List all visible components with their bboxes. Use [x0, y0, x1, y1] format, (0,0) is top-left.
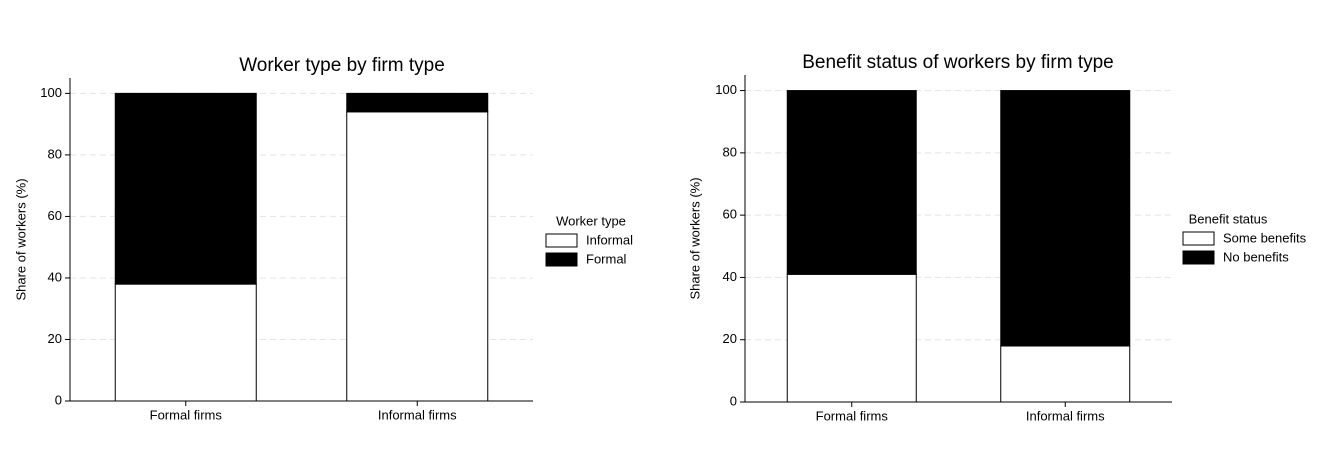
y-tick-label: 100 — [40, 85, 62, 100]
y-tick-label: 80 — [723, 144, 737, 159]
legend-label: No benefits — [1223, 249, 1289, 264]
chart-title: Worker type by firm type — [239, 55, 445, 76]
bar-segment — [1000, 345, 1131, 403]
bar-segment — [114, 283, 257, 402]
y-tick-label: 40 — [48, 269, 62, 284]
legend-label: Informal — [586, 232, 633, 247]
bar-segment — [346, 92, 489, 113]
y-tick-label: 60 — [48, 208, 62, 223]
y-tick-label: 60 — [723, 207, 737, 222]
bar-segment — [114, 92, 257, 285]
legend-swatch — [1182, 231, 1215, 246]
legend-title: Benefit status — [1189, 211, 1268, 226]
bar-segment — [1000, 90, 1131, 347]
y-tick-label: 20 — [48, 331, 62, 346]
x-tick-label: Formal firms — [816, 408, 889, 423]
x-tick-label: Informal firms — [378, 407, 457, 422]
y-axis-label: Share of workers (%) — [687, 177, 702, 299]
legend-label: Some benefits — [1223, 230, 1307, 245]
legend-title: Worker type — [556, 213, 626, 228]
y-tick-label: 20 — [723, 331, 737, 346]
bar-segment — [346, 111, 489, 402]
legend-swatch — [545, 252, 578, 267]
x-tick-label: Informal firms — [1026, 408, 1105, 423]
y-tick-label: 80 — [48, 146, 62, 161]
x-tick-label: Formal firms — [150, 407, 223, 422]
chart-title: Benefit status of workers by firm type — [802, 52, 1114, 73]
legend-swatch — [545, 233, 578, 248]
legend-label: Formal — [586, 251, 627, 266]
y-tick-label: 40 — [723, 269, 737, 284]
y-tick-label: 0 — [730, 393, 737, 408]
y-axis-label: Share of workers (%) — [13, 178, 28, 300]
bar-segment — [786, 273, 917, 403]
legend-swatch — [1182, 250, 1215, 265]
y-tick-label: 100 — [715, 82, 737, 97]
y-tick-label: 0 — [55, 392, 62, 407]
bar-segment — [786, 90, 917, 275]
